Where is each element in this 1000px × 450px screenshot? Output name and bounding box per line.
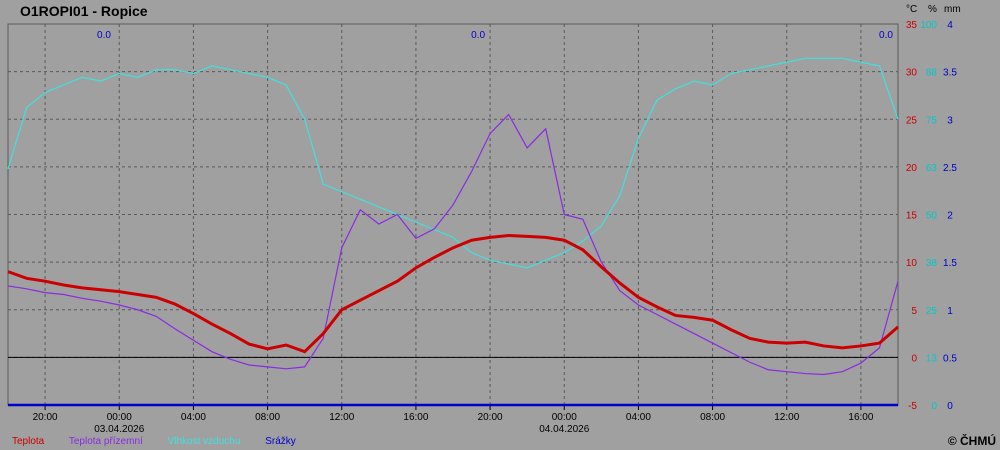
temp-tick-label: 5 (911, 306, 917, 317)
precip-total-label: 0.0 (471, 30, 485, 41)
x-tick-label: 00:00 (107, 412, 132, 423)
date-labels: 03.04.2026 04.04.2026 (94, 424, 589, 435)
precip-tick-label: 0 (947, 401, 953, 412)
series-humidity-line (7, 57, 899, 269)
humidity-tick-label: 0 (931, 401, 937, 412)
temp-tick-label: -5 (908, 401, 917, 412)
precip-tick-label: 2 (947, 211, 953, 222)
precip-tick-label: 0.5 (943, 353, 957, 364)
precip-totals: 0.0 0.0 0.0 (97, 30, 893, 41)
legend-ground-temperature: Teplota přízemní (68, 436, 143, 447)
humidity-tick-label: 75 (926, 115, 938, 126)
x-tick-labels: 20:00 00:00 04:00 08:00 12:00 16:00 20:00 00:00… (33, 412, 874, 423)
precip-total-label: 0.0 (97, 30, 111, 41)
humidity-tick-label: 88 (926, 68, 938, 79)
precip-unit-label: mm (944, 4, 961, 15)
precip-axis-ticks: 4 3.5 3 2.5 2 1.5 1 0.5 0 (943, 20, 957, 412)
x-tick-label: 08:00 (700, 412, 725, 423)
temp-axis-ticks: 35 30 25 20 15 10 5 0 -5 (906, 20, 918, 412)
temp-tick-label: 25 (906, 115, 918, 126)
humidity-tick-label: 63 (926, 163, 938, 174)
chart-title: O1ROPI01 - Ropice (20, 3, 148, 19)
precip-tick-label: 3 (947, 115, 953, 126)
precip-tick-label: 2.5 (943, 163, 957, 174)
legend-temperature: Teplota (12, 436, 45, 447)
humidity-tick-label: 13 (926, 353, 938, 364)
x-tick-label: 12:00 (329, 412, 354, 423)
x-tick-label: 08:00 (255, 412, 280, 423)
humidity-axis-ticks: 100 88 75 63 50 38 25 13 0 (920, 20, 937, 412)
legend-precipitation: Srážky (265, 436, 296, 447)
x-tick-label: 20:00 (33, 412, 58, 423)
precip-tick-label: 3.5 (943, 68, 957, 79)
temp-tick-label: 15 (906, 211, 918, 222)
temp-tick-label: 0 (911, 353, 917, 364)
date-label: 03.04.2026 (94, 424, 144, 435)
x-tick-label: 16:00 (403, 412, 428, 423)
temp-tick-label: 20 (906, 163, 918, 174)
humidity-tick-label: 38 (926, 258, 938, 269)
temp-unit-label: °C (906, 4, 918, 15)
humidity-unit-label: % (928, 4, 937, 15)
precip-tick-label: 1.5 (943, 258, 957, 269)
series-temperature-line (7, 233, 899, 354)
legend: Teplota Teplota přízemní Vlhkost vzduchu… (12, 436, 318, 447)
series-ground-temperature-line (7, 113, 899, 376)
x-tick-label: 12:00 (774, 412, 799, 423)
temp-tick-label: 30 (906, 68, 918, 79)
temp-tick-label: 10 (906, 258, 918, 269)
precip-total-label: 0.0 (879, 30, 893, 41)
copyright: © ČHMÚ (947, 434, 996, 448)
x-tick-label: 04:00 (181, 412, 206, 423)
date-label: 04.04.2026 (539, 424, 589, 435)
x-tick-label: 20:00 (478, 412, 503, 423)
humidity-tick-label: 100 (920, 20, 937, 31)
humidity-tick-label: 50 (926, 211, 938, 222)
x-tick-label: 16:00 (848, 412, 873, 423)
precip-tick-label: 1 (947, 306, 953, 317)
x-tick-label: 00:00 (552, 412, 577, 423)
legend-humidity: Vlhkost vzduchu (167, 436, 241, 447)
temp-tick-label: 35 (906, 20, 918, 31)
x-tick-label: 04:00 (626, 412, 651, 423)
precip-tick-label: 4 (947, 20, 953, 31)
humidity-tick-label: 25 (926, 306, 938, 317)
